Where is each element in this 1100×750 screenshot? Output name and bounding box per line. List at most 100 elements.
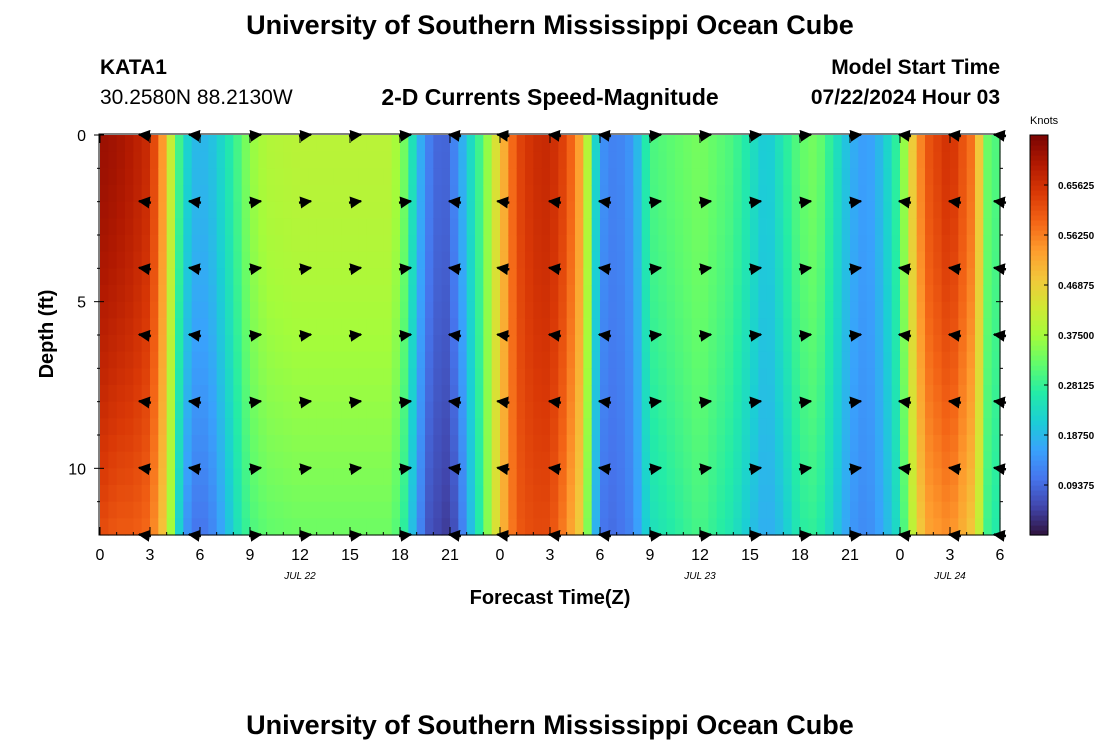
heatmap-cell [450, 335, 459, 353]
heatmap-cell [466, 385, 476, 403]
heatmap-cell [491, 418, 501, 436]
heatmap-cell [183, 218, 193, 236]
heatmap-cell [991, 318, 1001, 336]
heatmap-cell [725, 168, 734, 186]
heatmap-cell [591, 301, 601, 319]
heatmap-cell [641, 485, 651, 503]
heatmap-cell [883, 418, 893, 436]
heatmap-cell [841, 418, 851, 436]
heatmap-cell [125, 218, 134, 236]
heatmap-cell [708, 385, 718, 403]
heatmap-cell [108, 435, 118, 453]
heatmap-cell [916, 418, 926, 436]
heatmap-cell [216, 235, 226, 253]
heatmap-cell [425, 168, 434, 186]
heatmap-cell [383, 468, 393, 486]
heatmap-cell [658, 318, 668, 336]
heatmap-cell [241, 468, 251, 486]
heatmap-cell [750, 368, 759, 386]
heatmap-cell [900, 518, 909, 536]
heatmap-cell [300, 468, 309, 486]
heatmap-cell [233, 451, 243, 469]
heatmap-cell [591, 185, 601, 203]
heatmap-cell [941, 418, 951, 436]
heatmap-cell [583, 151, 593, 169]
heatmap-cell [100, 351, 109, 369]
heatmap-cell [608, 151, 618, 169]
heatmap-cell [341, 435, 351, 453]
heatmap-cell [916, 168, 926, 186]
vector-arrow [187, 463, 202, 476]
heatmap-cell [783, 518, 793, 536]
vector-arrow [798, 263, 813, 276]
heatmap-cell [325, 418, 334, 436]
heatmap-cell [433, 385, 443, 403]
heatmap-cell [691, 518, 701, 536]
heatmap-cell [616, 435, 626, 453]
heatmap-cell [633, 485, 643, 503]
heatmap-cell [208, 201, 218, 219]
heatmap-cell [866, 301, 876, 319]
heatmap-cell [233, 218, 243, 236]
heatmap-cell [591, 485, 601, 503]
heatmap-cell [183, 201, 193, 219]
colorbar-swatch [1030, 475, 1048, 481]
heatmap-cell [500, 185, 509, 203]
heatmap-cell [400, 401, 409, 419]
heatmap-cell [300, 185, 309, 203]
heatmap-cell [191, 435, 201, 453]
heatmap-cell [200, 335, 209, 353]
heatmap-cell [516, 435, 526, 453]
heatmap-cell [600, 285, 609, 303]
heatmap-cell [466, 335, 476, 353]
heatmap-cell [716, 185, 726, 203]
heatmap-cell [700, 501, 709, 519]
heatmap-cell [291, 185, 301, 203]
heatmap-cell [641, 518, 651, 536]
heatmap-cell [275, 251, 284, 269]
heatmap-cell [391, 385, 401, 403]
heatmap-cell [208, 418, 218, 436]
heatmap-cell [983, 185, 993, 203]
heatmap-cell [383, 401, 393, 419]
heatmap-cell [250, 301, 259, 319]
heatmap-cell [825, 401, 834, 419]
heatmap-cell [333, 201, 343, 219]
heatmap-cell [933, 301, 943, 319]
heatmap-cell [391, 335, 401, 353]
heatmap-cell [750, 401, 759, 419]
heatmap-cell [125, 268, 134, 286]
heatmap-cell [691, 351, 701, 369]
heatmap-cell [191, 301, 201, 319]
heatmap-cell [816, 418, 826, 436]
heatmap-cell [300, 518, 309, 536]
heatmap-cell [533, 218, 543, 236]
heatmap-cell [966, 418, 976, 436]
colorbar-swatch [1030, 280, 1048, 286]
heatmap-cell [625, 201, 634, 219]
heatmap-cell [725, 518, 734, 536]
heatmap-cell [508, 518, 518, 536]
heatmap-cell [508, 385, 518, 403]
heatmap-cell [658, 185, 668, 203]
heatmap-cell [608, 418, 618, 436]
heatmap-cell [300, 335, 309, 353]
heatmap-cell [925, 318, 934, 336]
heatmap-cell [575, 135, 584, 153]
heatmap-cell [441, 151, 451, 169]
heatmap-cell [125, 251, 134, 269]
heatmap-cell [150, 451, 159, 469]
heatmap-cell [483, 418, 493, 436]
heatmap-cell [641, 201, 651, 219]
heatmap-cell [916, 185, 926, 203]
heatmap-cell [916, 468, 926, 486]
heatmap-cell [425, 185, 434, 203]
heatmap-cell [150, 151, 159, 169]
heatmap-cell [883, 318, 893, 336]
heatmap-cell [633, 318, 643, 336]
heatmap-cell [691, 268, 701, 286]
heatmap-cell [575, 185, 584, 203]
heatmap-cell [858, 218, 868, 236]
heatmap-cell [541, 485, 551, 503]
heatmap-cell [791, 185, 801, 203]
